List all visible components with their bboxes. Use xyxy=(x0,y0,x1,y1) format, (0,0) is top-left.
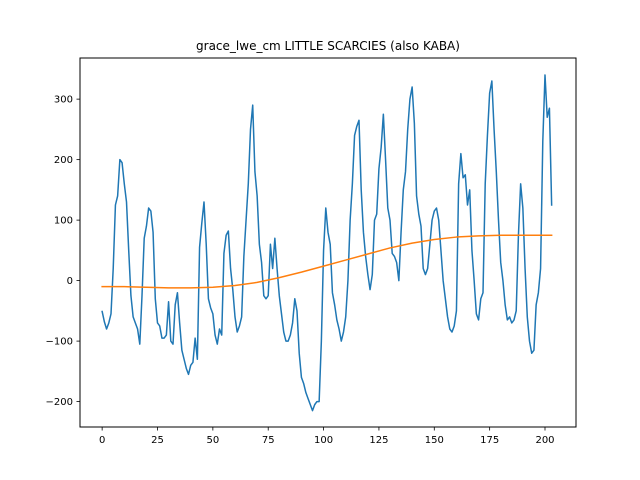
y-tick-label: 200 xyxy=(54,155,73,166)
y-tick-label: −100 xyxy=(46,337,73,348)
x-tick-label: 125 xyxy=(369,435,388,446)
plot-series xyxy=(101,74,553,412)
y-tick-label: 100 xyxy=(54,216,73,227)
y-tick-label: 0 xyxy=(67,276,73,287)
chart-title: grace_lwe_cm LITTLE SCARCIES (also KABA) xyxy=(196,39,460,53)
x-tick-label: 100 xyxy=(314,435,333,446)
x-tick-label: 25 xyxy=(151,435,164,446)
x-tick-label: 75 xyxy=(262,435,275,446)
y-axis: −200 −100 0 100 200 300 xyxy=(46,95,80,408)
y-tick-label: −200 xyxy=(46,397,73,408)
x-axis: 0 25 50 75 100 125 150 175 200 xyxy=(99,427,555,446)
x-tick-label: 200 xyxy=(535,435,554,446)
series-line-1 xyxy=(101,74,553,412)
x-tick-label: 50 xyxy=(206,435,219,446)
x-tick-label: 150 xyxy=(425,435,444,446)
series-line-2 xyxy=(101,234,553,289)
x-tick-label: 175 xyxy=(480,435,499,446)
plot-frame xyxy=(79,57,577,428)
y-tick-label: 300 xyxy=(54,95,73,106)
x-tick-label: 0 xyxy=(99,435,105,446)
